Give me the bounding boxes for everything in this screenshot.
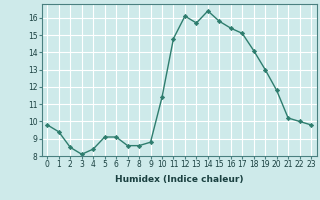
X-axis label: Humidex (Indice chaleur): Humidex (Indice chaleur) bbox=[115, 175, 244, 184]
